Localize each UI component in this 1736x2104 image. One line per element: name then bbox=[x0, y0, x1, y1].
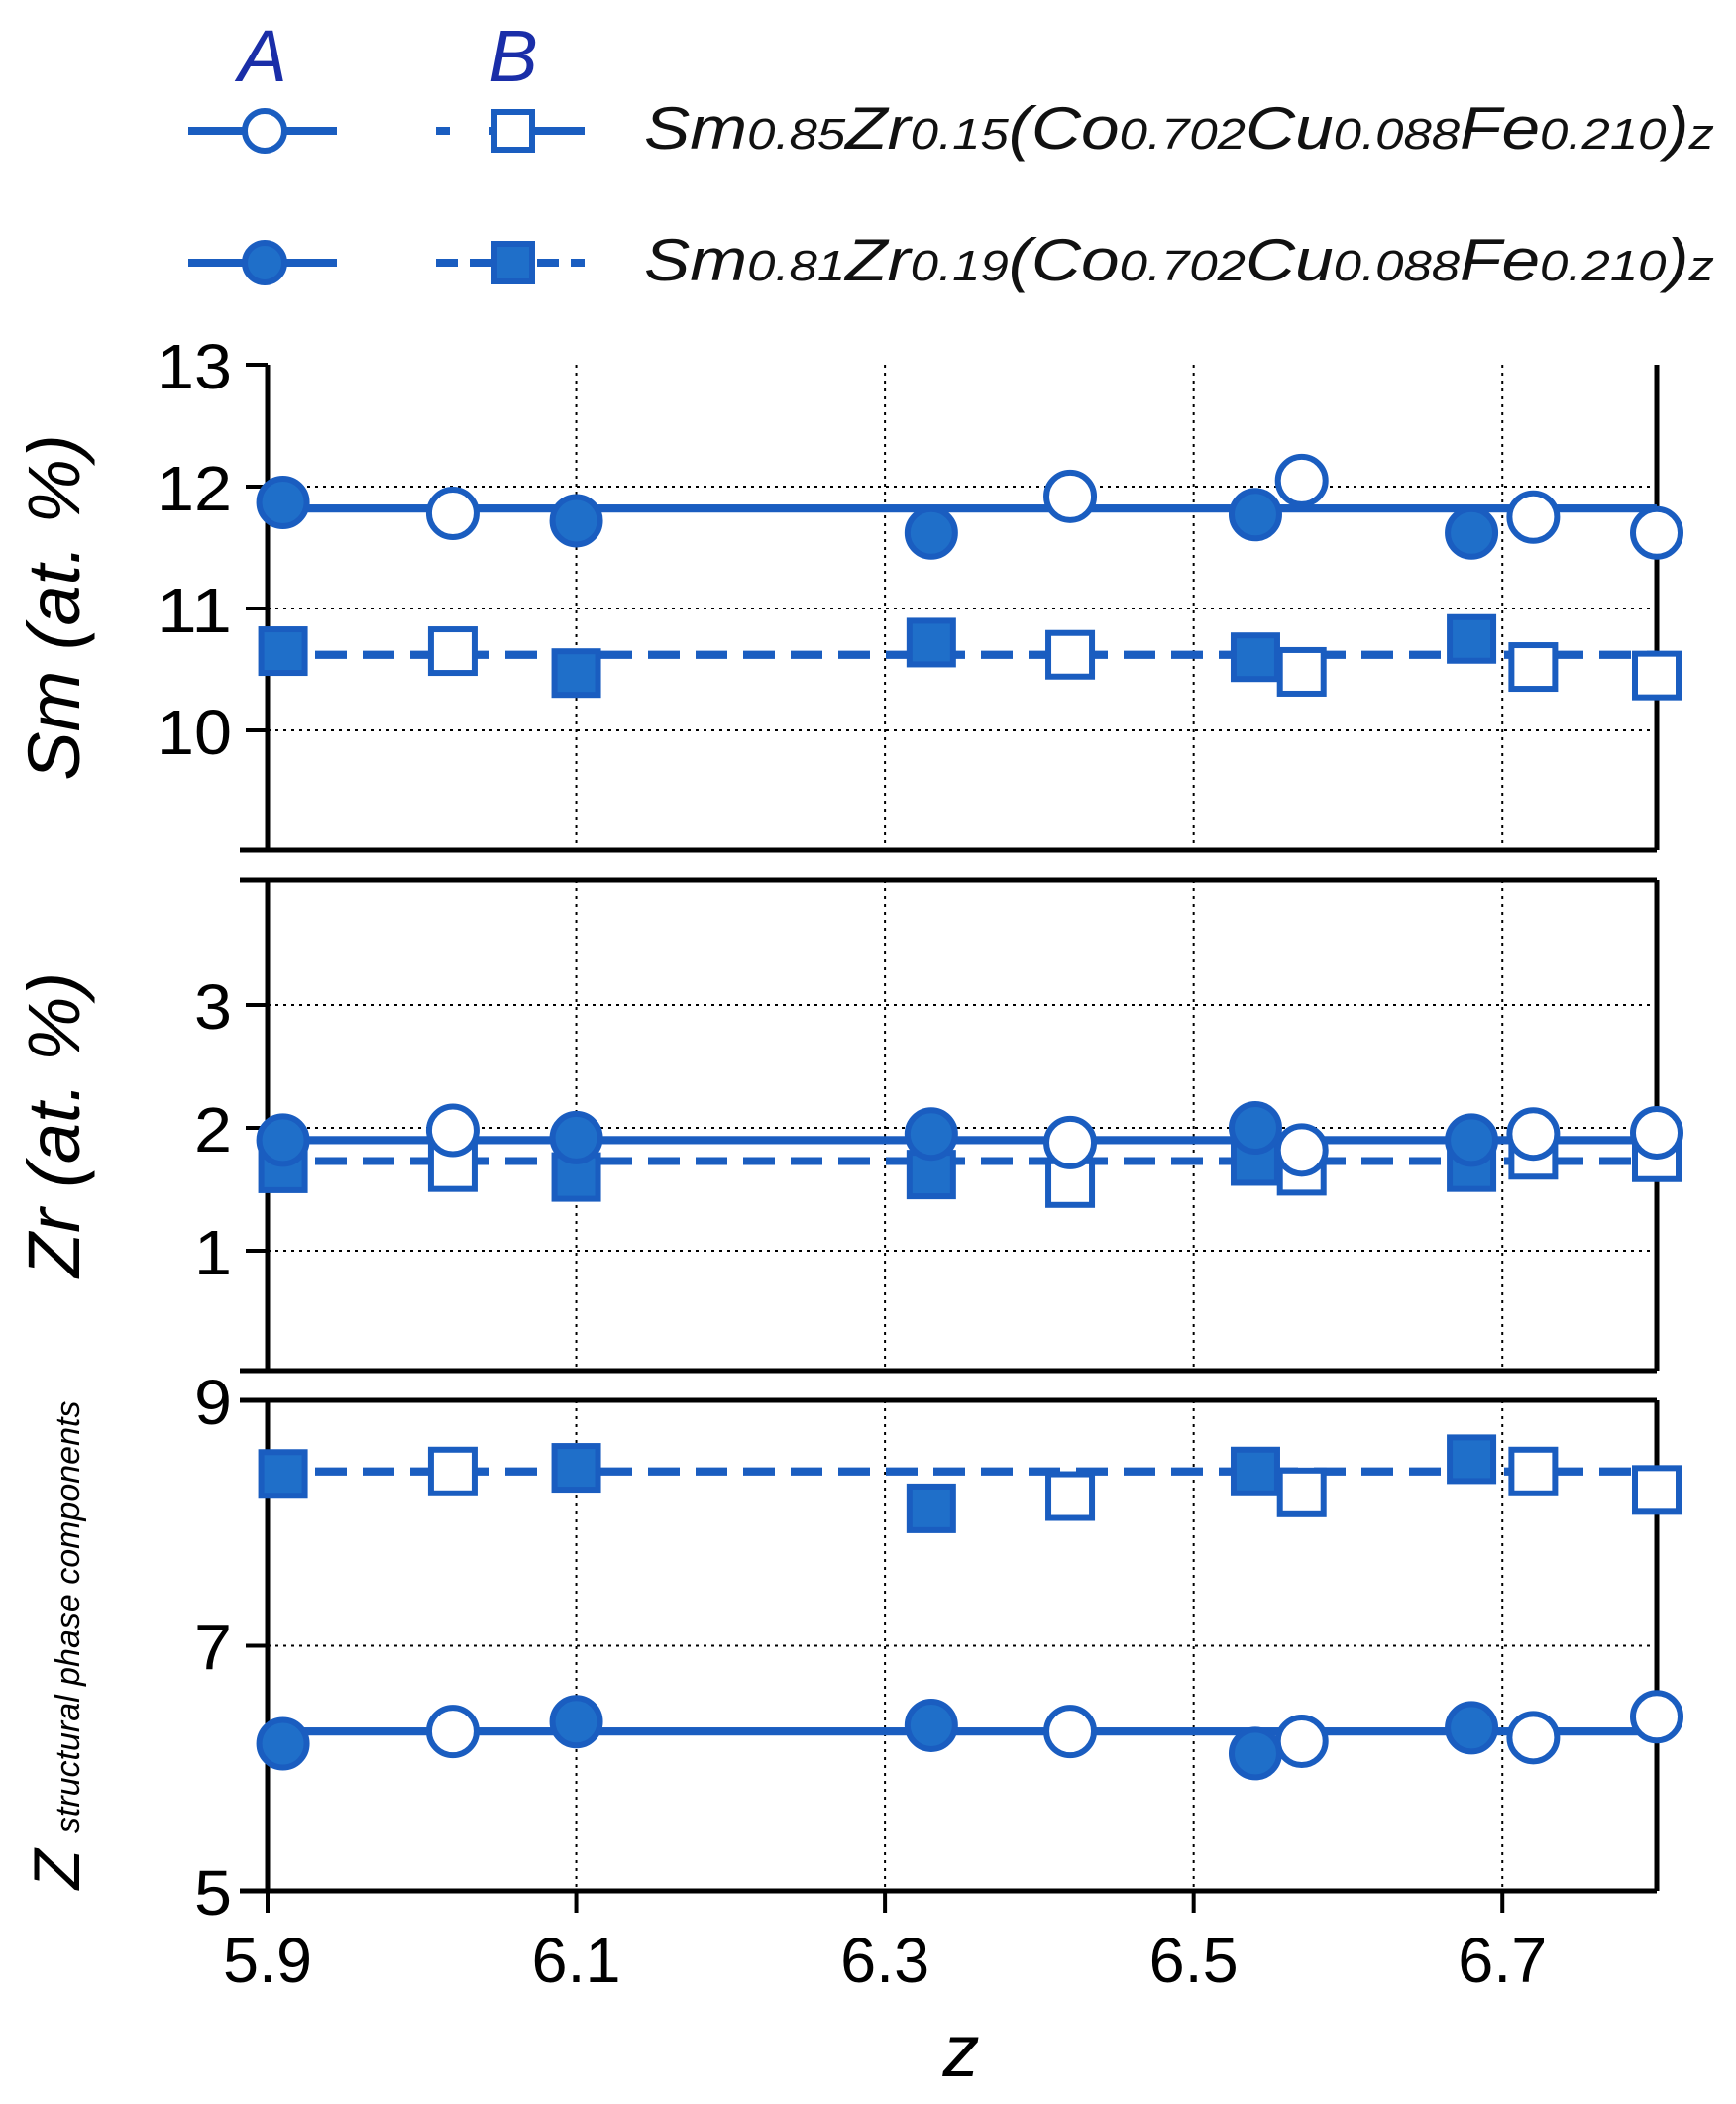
y-tick-label: 5 bbox=[194, 1857, 232, 1929]
panel-1: 13 12 11 10 Sm (at. %) bbox=[13, 331, 1683, 853]
legend-entry-1: Sm 0.85 Zr 0.15 (Co 0.702 Cu 0.088 Fe 0.210)z bbox=[188, 95, 1714, 162]
legend-entries: Sm 0.85 Zr 0.15 (Co 0.702 Cu 0.088 Fe 0.210)z Sm 0.… bbox=[188, 95, 1714, 293]
point-A_filled bbox=[1228, 1101, 1282, 1155]
point-A_open bbox=[1043, 1705, 1098, 1759]
x-tick-label: 6.5 bbox=[1149, 1925, 1239, 1996]
point-A_filled bbox=[549, 1695, 603, 1749]
point-A_filled bbox=[549, 1110, 603, 1164]
point-B_filled bbox=[1230, 1446, 1280, 1496]
y-tick-label: 13 bbox=[157, 331, 232, 402]
y-tick-label: 10 bbox=[157, 697, 232, 768]
y-tick-label: 9 bbox=[194, 1367, 232, 1438]
point-B_open bbox=[1632, 1465, 1682, 1515]
legend-label: Sm 0.81 Zr 0.19 (Co 0.702 Cu 0.088 Fe 0.210)z bbox=[644, 227, 1714, 293]
point-B_open bbox=[1632, 650, 1682, 701]
point-A_open bbox=[1630, 1105, 1683, 1160]
y-tick-label: 3 bbox=[194, 971, 232, 1043]
point-A_filled bbox=[904, 1698, 958, 1752]
point-B_open bbox=[1508, 642, 1559, 693]
point-A_filled bbox=[256, 1716, 310, 1771]
point-A_filled bbox=[1445, 1113, 1499, 1167]
point-A_filled bbox=[1445, 505, 1499, 560]
legend-entry-2: Sm 0.81 Zr 0.19 (Co 0.702 Cu 0.088 Fe 0.210)z bbox=[188, 227, 1714, 293]
point-A_open bbox=[1630, 1690, 1683, 1744]
legend-marker-square bbox=[491, 241, 535, 284]
legend-header-b: B bbox=[488, 15, 537, 97]
x-axis-label: z bbox=[942, 2010, 980, 2092]
point-B_filled bbox=[906, 1483, 956, 1533]
point-B_filled bbox=[1447, 1434, 1497, 1485]
y-tick-label: 11 bbox=[157, 575, 232, 646]
point-A_filled bbox=[549, 494, 603, 548]
point-B_filled bbox=[551, 648, 601, 699]
point-B_filled bbox=[258, 626, 308, 677]
y-tick-label: 1 bbox=[194, 1217, 232, 1288]
y-tick-label: 7 bbox=[194, 1612, 232, 1684]
point-A_open bbox=[425, 1705, 480, 1759]
point-B_filled bbox=[258, 1449, 308, 1499]
legend: A B Sm 0.85 Zr 0.15 (Co 0.702 Cu 0.088 Fe 0.210)z… bbox=[188, 15, 1714, 293]
x-tick-label: 6.1 bbox=[532, 1925, 621, 1996]
point-A_open bbox=[1043, 1115, 1098, 1169]
point-B_open bbox=[427, 626, 478, 677]
point-B_filled bbox=[551, 1443, 601, 1494]
point-A_open bbox=[1043, 469, 1098, 523]
point-A_open bbox=[425, 487, 480, 541]
point-B_filled bbox=[1447, 613, 1497, 664]
chart-panels: 13 12 11 10 Sm (at. %) 3 2 1 Zr (at. %) 9 7 5 Zstruc… bbox=[13, 331, 1683, 1929]
point-B_open bbox=[1045, 1471, 1096, 1521]
point-A_filled bbox=[904, 505, 958, 560]
point-A_filled bbox=[1228, 1726, 1282, 1781]
panel-3: 9 7 5 Zstructural phase components bbox=[20, 1367, 1683, 1929]
point-B_filled bbox=[1230, 632, 1280, 683]
y-tick-label: 2 bbox=[194, 1094, 232, 1165]
point-A_open bbox=[425, 1103, 480, 1158]
point-B_open bbox=[1045, 629, 1096, 680]
point-A_open bbox=[1630, 505, 1683, 560]
point-B_open bbox=[427, 1446, 478, 1496]
point-B_open bbox=[1508, 1446, 1559, 1496]
point-A_open bbox=[1506, 490, 1561, 544]
legend-header-a: A bbox=[234, 15, 286, 97]
point-B_open bbox=[1276, 646, 1327, 697]
legend-marker-circle bbox=[242, 108, 287, 154]
point-A_filled bbox=[904, 1107, 958, 1162]
point-A_filled bbox=[256, 475, 310, 529]
point-B_open bbox=[1276, 1467, 1327, 1517]
point-B_filled bbox=[906, 617, 956, 668]
point-A_filled bbox=[256, 1113, 310, 1167]
point-A_open bbox=[1274, 1715, 1329, 1769]
point-A_filled bbox=[1228, 488, 1282, 542]
legend-marker-square bbox=[491, 109, 535, 153]
point-A_filled bbox=[1445, 1701, 1499, 1755]
legend-marker-circle bbox=[242, 240, 287, 285]
point-A_open bbox=[1506, 1107, 1561, 1162]
point-A_open bbox=[1274, 453, 1329, 507]
legend-label: Sm 0.85 Zr 0.15 (Co 0.702 Cu 0.088 Fe 0.210)z bbox=[644, 95, 1714, 162]
y-axis-label: Sm (at. %) bbox=[13, 434, 95, 780]
y-tick-label: 12 bbox=[157, 453, 232, 524]
x-axis: 5.9 6.1 6.3 6.5 6.7 z bbox=[223, 1891, 1547, 2092]
point-A_open bbox=[1506, 1711, 1561, 1765]
x-tick-label: 6.3 bbox=[840, 1925, 929, 1996]
panel-2: 3 2 1 Zr (at. %) bbox=[13, 877, 1683, 1374]
x-tick-label: 6.7 bbox=[1458, 1925, 1547, 1996]
point-A_open bbox=[1274, 1123, 1329, 1177]
x-tick-label: 5.9 bbox=[223, 1925, 312, 1996]
y-axis-label: Zstructural phase components bbox=[20, 1401, 93, 1892]
y-axis-label: Zr (at. %) bbox=[13, 972, 95, 1279]
